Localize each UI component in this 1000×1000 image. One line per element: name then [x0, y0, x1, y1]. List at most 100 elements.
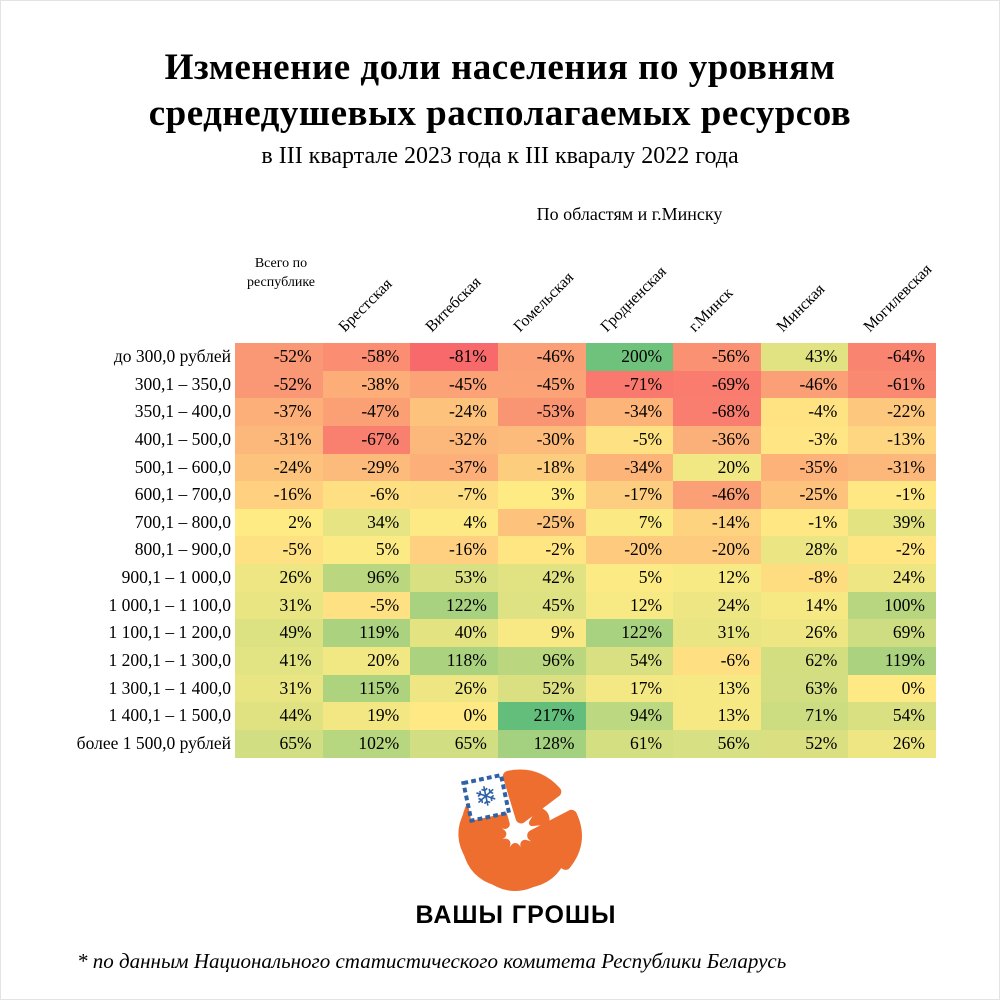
heatmap-cell: 118%: [410, 647, 498, 675]
heatmap-cell: 41%: [235, 647, 323, 675]
heatmap-cell: -25%: [760, 481, 849, 509]
heatmap-cell: -37%: [410, 453, 498, 482]
heatmap-cell: 24%: [673, 591, 761, 620]
heatmap-cell: -45%: [497, 370, 586, 399]
heatmap-cell: 63%: [760, 674, 849, 703]
heatmap-cell: -18%: [497, 453, 586, 482]
heatmap-cell: 54%: [585, 647, 674, 675]
row-label: 1 200,1 – 1 300,0: [108, 650, 232, 671]
heatmap-cell: 4%: [410, 508, 498, 537]
heatmap-cell: 217%: [497, 702, 586, 730]
row-label: 800,1 – 900,0: [134, 539, 231, 560]
heatmap-cell: -67%: [322, 425, 411, 454]
row-label: 1 000,1 – 1 100,0: [108, 594, 232, 615]
heatmap-cell: 24%: [848, 564, 936, 592]
heatmap-cell: 43%: [760, 343, 849, 371]
heatmap-cell: 49%: [235, 619, 323, 648]
source-footnote: * по данным Национального статистическог…: [77, 949, 787, 973]
heatmap-cell: 9%: [497, 619, 586, 648]
heatmap-cell: 122%: [410, 591, 498, 620]
heatmap-cell: 45%: [497, 591, 586, 620]
heatmap-cell: 69%: [848, 619, 936, 648]
heatmap-cell: -47%: [322, 398, 411, 426]
row-label: 400,1 – 500,0: [134, 428, 231, 449]
heatmap-cell: -17%: [585, 481, 674, 509]
heatmap-cell: -13%: [848, 425, 936, 454]
regions-group-title: По областям и г.Минску: [536, 204, 723, 224]
heatmap-cell: 44%: [235, 702, 323, 730]
heatmap-grid: до 300,0 рублей -52% -58% -81% -46% 200% -56% 4…: [31, 343, 936, 758]
heatmap-cell: -5%: [235, 536, 323, 565]
heatmap-cell: 94%: [585, 702, 674, 730]
heatmap-cell: 26%: [760, 619, 849, 648]
ornament-icon: ❄: [461, 772, 512, 823]
heatmap-cell: -34%: [585, 398, 674, 426]
heatmap-cell: -20%: [673, 536, 761, 565]
heatmap-cell: 61%: [585, 729, 674, 758]
heatmap-cell: -61%: [848, 370, 936, 399]
heatmap-cell: -3%: [760, 425, 849, 454]
row-label: до 300,0 рублей: [113, 346, 231, 366]
heatmap-cell: 31%: [673, 619, 761, 648]
heatmap-cell: -81%: [410, 343, 498, 371]
heatmap-cell: -7%: [410, 481, 498, 509]
column-header-4: Гродненская: [597, 263, 671, 336]
heatmap-cell: 28%: [760, 536, 849, 565]
row-label: более 1 500,0 рублей: [76, 732, 231, 753]
heatmap-cell: 71%: [760, 702, 849, 730]
heatmap-cell: -35%: [760, 453, 849, 482]
heatmap-cell: 122%: [585, 619, 674, 648]
heatmap-cell: -20%: [585, 536, 674, 565]
heatmap-cell: 0%: [410, 702, 498, 730]
orange-segments-icon: ❄: [458, 769, 582, 891]
heatmap-cell: 13%: [673, 674, 761, 703]
heatmap-cell: -52%: [235, 370, 323, 399]
heatmap-cell: -24%: [410, 398, 498, 426]
heatmap-cell: -2%: [497, 536, 586, 565]
heatmap-cell: -16%: [235, 481, 323, 509]
heatmap-cell: 26%: [235, 564, 323, 592]
heatmap-cell: 42%: [497, 564, 586, 592]
heatmap-cell: -53%: [497, 398, 586, 426]
column-header-5: г.Минск: [685, 284, 737, 336]
logo-text: ВАШЫ ГРОШЫ: [415, 901, 617, 929]
heatmap-cell: 0%: [848, 674, 936, 703]
heatmap-cell: -6%: [322, 481, 411, 509]
heatmap-cell: -46%: [497, 343, 586, 371]
heatmap-cell: -38%: [322, 370, 411, 399]
row-label: 1 100,1 – 1 200,0: [108, 622, 232, 643]
heatmap-cell: 31%: [235, 591, 323, 620]
column-header-7: Могилевская: [860, 260, 936, 336]
row-label: 600,1 – 700,0: [134, 484, 231, 505]
row-label: 1 300,1 – 1 400,0: [108, 677, 232, 698]
heatmap-cell: 14%: [760, 591, 849, 620]
heatmap-cell: 20%: [322, 647, 411, 675]
heatmap-cell: -2%: [848, 536, 936, 565]
heatmap-cell: 39%: [848, 508, 936, 537]
heatmap-cell: 65%: [235, 729, 323, 758]
heatmap-cell: -31%: [235, 425, 323, 454]
heatmap-cell: 54%: [848, 702, 936, 730]
heatmap-cell: -16%: [410, 536, 498, 565]
heatmap-cell: 96%: [322, 564, 411, 592]
heatmap-cell: -68%: [673, 398, 761, 426]
heatmap-cell: 200%: [585, 343, 674, 371]
heatmap-cell: 7%: [585, 508, 674, 537]
heatmap-cell: 96%: [497, 647, 586, 675]
heatmap-cell: 40%: [410, 619, 498, 648]
row-label: 700,1 – 800,0: [134, 511, 231, 532]
heatmap-cell: 26%: [848, 729, 936, 758]
heatmap-cell: -69%: [673, 370, 761, 399]
heatmap-cell: 52%: [760, 729, 849, 758]
heatmap-cell: 5%: [585, 564, 674, 592]
heatmap-cell: -14%: [673, 508, 761, 537]
heatmap-cell: -32%: [410, 425, 498, 454]
logo-block: ❄ ВАШЫ ГРОШЫ: [376, 763, 656, 930]
heatmap-cell: -58%: [322, 343, 411, 371]
heatmap-cell: 31%: [235, 674, 323, 703]
column-header-3: Гомельская: [510, 269, 577, 336]
heatmap-cell: 3%: [497, 481, 586, 509]
small-segment: [528, 807, 550, 827]
heatmap-cell: -52%: [235, 343, 323, 371]
heatmap-cell: 119%: [848, 647, 936, 675]
